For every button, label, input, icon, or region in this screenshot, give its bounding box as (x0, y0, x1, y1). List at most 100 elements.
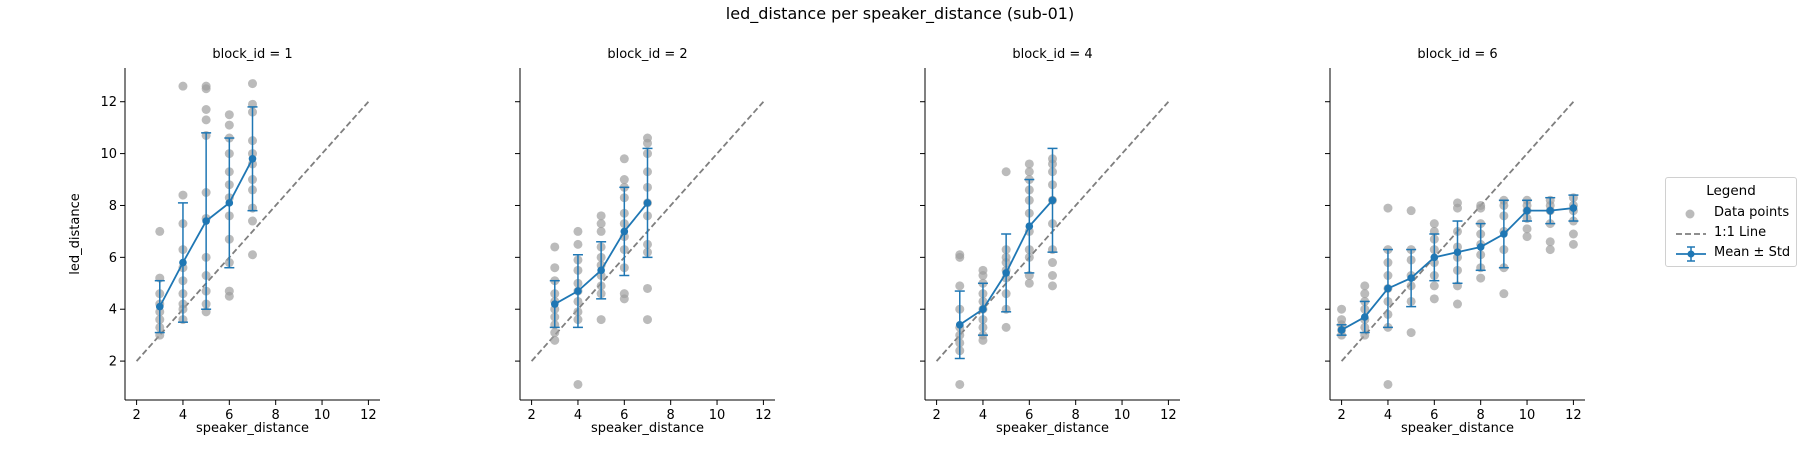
data-point (1048, 258, 1057, 268)
x-tick-label: 4 (979, 408, 987, 423)
data-point (955, 281, 965, 291)
x-tick-label: 10 (1114, 408, 1131, 423)
mean-point (550, 300, 559, 308)
data-point (1360, 281, 1370, 291)
mean-std-series (954, 147, 1058, 360)
x-tick-label: 10 (709, 408, 726, 423)
data-point (1024, 167, 1034, 177)
data-point (1383, 203, 1393, 213)
legend-item-identity-line: 1:1 Line (1672, 224, 1796, 244)
data-point (1406, 328, 1416, 338)
data-point (1545, 245, 1555, 255)
x-tick-label: 12 (1160, 408, 1177, 423)
y-tick-label: 6 (109, 251, 117, 266)
data-point (1360, 289, 1370, 299)
errorbar-icon (1676, 246, 1706, 262)
data-point (1453, 299, 1462, 309)
x-tick-label: 2 (1337, 408, 1345, 423)
scatter-marker-icon (1685, 209, 1695, 219)
data-point (1337, 304, 1347, 314)
legend-label: 1:1 Line (1714, 225, 1767, 240)
x-tick-label: 4 (179, 408, 187, 423)
data-point (619, 175, 629, 185)
mean-point (574, 287, 582, 295)
data-point (1453, 198, 1462, 208)
data-point (550, 335, 560, 345)
data-point (1024, 278, 1034, 288)
x-tick-label: 8 (667, 408, 675, 423)
x-tick-label: 6 (225, 408, 233, 423)
mean-point (248, 154, 257, 163)
data-point (550, 328, 560, 338)
mean-point (225, 199, 234, 207)
mean-point (1360, 313, 1369, 321)
legend: Legend Data points 1:1 Line Mean ± Std (1665, 177, 1797, 267)
mean-point (1407, 274, 1415, 282)
data-point (643, 283, 652, 293)
data-point (619, 289, 629, 299)
mean-point (1500, 230, 1508, 238)
data-point (596, 211, 606, 221)
data-point (1522, 224, 1532, 234)
x-tick-label: 10 (1519, 408, 1536, 423)
mean-point (1430, 253, 1439, 262)
chart-panel-2: block_id = 2 2 4 6 8 10 12 speaker_distance (515, 47, 775, 436)
mean-point (1002, 269, 1010, 277)
data-point (643, 133, 652, 143)
x-tick-label: 2 (932, 408, 940, 423)
data-point (619, 154, 629, 164)
data-point (155, 226, 165, 236)
data-point (643, 315, 652, 325)
data-point (1568, 229, 1578, 239)
data-point (1476, 200, 1486, 210)
chart-panel-1: block_id = 1 2 4 6 8 10 12 2 4 6 8 10 12 speaker_dist… (68, 47, 380, 436)
data-point (178, 190, 188, 200)
x-axis-label: speaker_distance (1401, 421, 1514, 436)
x-tick-label: 6 (1025, 408, 1033, 423)
data-point (248, 250, 257, 260)
x-tick-label: 10 (314, 408, 331, 423)
data-point (224, 286, 234, 296)
identity-line (135, 101, 370, 362)
data-point (224, 110, 234, 120)
data-point (248, 216, 257, 226)
mean-point (620, 227, 629, 236)
data-point (1568, 239, 1578, 249)
data-point (1383, 379, 1393, 389)
data-point (1429, 294, 1439, 304)
x-axis-label: speaker_distance (996, 421, 1109, 436)
mean-std-series (549, 147, 653, 329)
chart-panel-3: block_id = 4 2 4 6 8 10 12 speaker_distance (920, 47, 1180, 436)
data-point (550, 263, 560, 273)
y-tick-label: 4 (109, 303, 117, 318)
x-tick-label: 2 (527, 408, 535, 423)
x-tick-label: 8 (1477, 408, 1485, 423)
x-axis-label: speaker_distance (591, 421, 704, 436)
mean-std-series (1336, 194, 1579, 336)
data-point (596, 226, 606, 236)
legend-label: Data points (1714, 205, 1790, 220)
dashed-line-icon (1676, 233, 1706, 235)
data-point (955, 250, 965, 260)
x-tick-label: 6 (620, 408, 628, 423)
data-point (573, 239, 583, 249)
x-tick-label: 12 (360, 408, 377, 423)
data-point (201, 115, 211, 125)
x-tick-label: 2 (132, 408, 140, 423)
legend-item-mean-std: Mean ± Std (1672, 244, 1796, 264)
data-point (1001, 167, 1011, 177)
legend-label: Mean ± Std (1714, 245, 1791, 260)
data-point (178, 81, 188, 91)
data-point (224, 120, 234, 130)
y-tick-label: 8 (109, 199, 117, 214)
x-tick-label: 4 (574, 408, 582, 423)
y-tick-label: 10 (100, 147, 117, 162)
data-point (573, 226, 583, 236)
mean-point (955, 320, 964, 329)
panel-title: block_id = 2 (607, 47, 687, 62)
mean-point (1569, 204, 1578, 212)
panel-title: block_id = 4 (1012, 47, 1092, 62)
data-point (1545, 237, 1555, 247)
data-point (201, 105, 211, 114)
